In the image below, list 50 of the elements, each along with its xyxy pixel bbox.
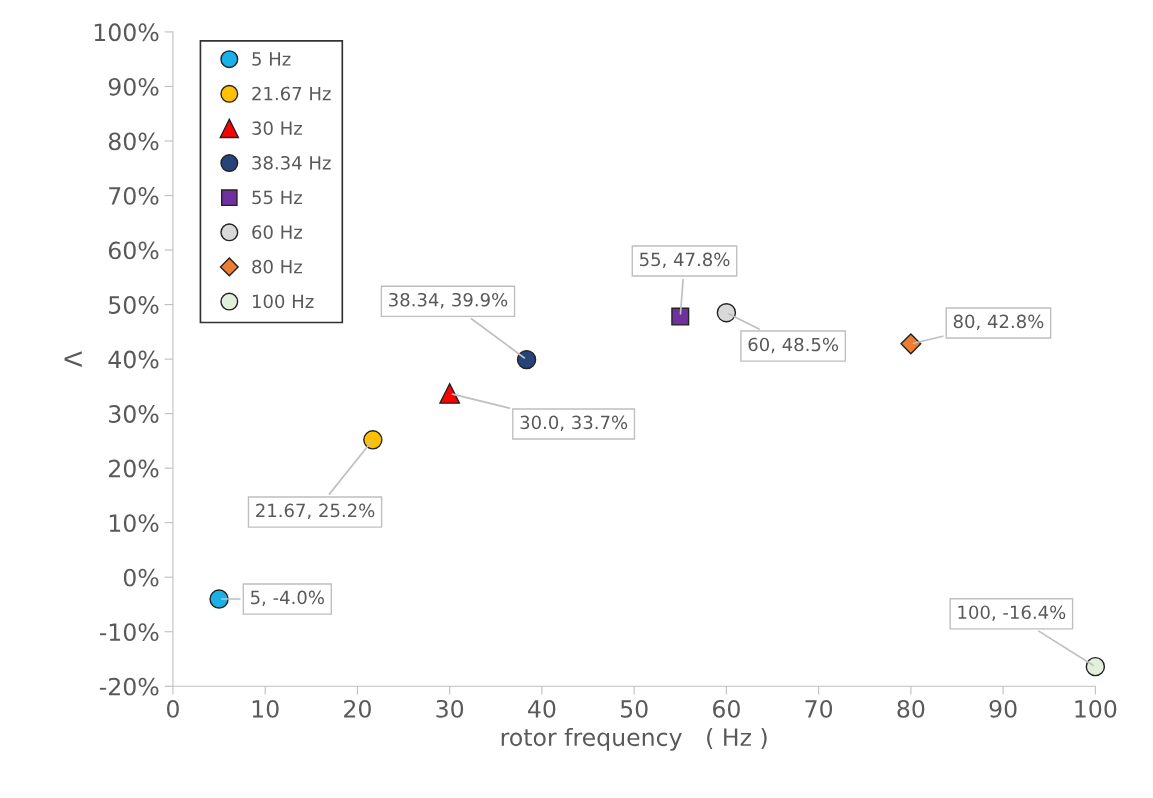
x-tick-label: 40	[528, 699, 556, 718]
x-tick-label: 30	[436, 699, 464, 718]
y-tick-label: -20%	[99, 677, 159, 696]
y-tick-label: 20%	[109, 459, 159, 478]
x-tick-label: 100	[1075, 699, 1117, 718]
legend-label: 30 Hz	[252, 121, 302, 136]
legend-label: 100 Hz	[252, 294, 314, 309]
x-tick-label: 50	[620, 699, 648, 718]
data-label: 55, 47.8%	[640, 252, 730, 269]
legend-label: 38.34 Hz	[252, 155, 331, 170]
data-label: 60, 48.5%	[748, 337, 839, 354]
point	[516, 349, 537, 370]
point	[716, 303, 737, 323]
point	[671, 307, 690, 326]
x-tick-label: 60	[713, 699, 740, 718]
y-tick-label: 10%	[109, 514, 159, 532]
x-tick-label: 20	[344, 699, 371, 718]
point	[439, 383, 461, 404]
x-tick-label: 90	[989, 699, 1017, 718]
legend-label: 55 Hz	[252, 190, 302, 205]
point	[209, 589, 229, 609]
data-label: 80, 42.8%	[953, 314, 1044, 331]
y-tick-label: 50%	[109, 296, 159, 314]
data-label: 30.0, 33.7%	[520, 415, 628, 432]
legend-label: 60 Hz	[252, 225, 302, 239]
x-tick-label: 80	[897, 699, 925, 718]
y-tick-label: 90%	[108, 77, 159, 96]
y-tick-label: 80%	[108, 132, 159, 151]
x-tick-label: 70	[805, 699, 833, 718]
legend-label: 80 Hz	[252, 259, 302, 274]
y-tick-label: 40%	[108, 350, 159, 369]
y-axis-title: Λ	[64, 351, 82, 367]
data-label: 21.67, 25.2%	[256, 503, 375, 520]
y-tick-label: 0%	[123, 568, 159, 587]
x-tick-label: 10	[252, 699, 279, 718]
data-label: 38.34, 39.9%	[389, 292, 508, 309]
data-label: 100, -16.4%	[958, 605, 1066, 621]
y-tick-label: 70%	[109, 186, 159, 205]
data-label: 5, -4.0%	[251, 590, 324, 607]
y-tick-label: 100%	[94, 23, 159, 42]
x-axis-title: rotor frequency ( Hz )	[501, 727, 767, 751]
y-tick-label: 30%	[109, 405, 159, 423]
point	[363, 430, 383, 450]
x-tick-label: 0	[167, 699, 179, 718]
legend-label: 21.67 Hz	[252, 86, 331, 101]
legend-label: 5 Hz	[252, 52, 291, 66]
point	[900, 333, 922, 355]
y-tick-label: 60%	[108, 241, 159, 260]
y-tick-label: -10%	[99, 623, 159, 642]
point	[1085, 656, 1106, 677]
